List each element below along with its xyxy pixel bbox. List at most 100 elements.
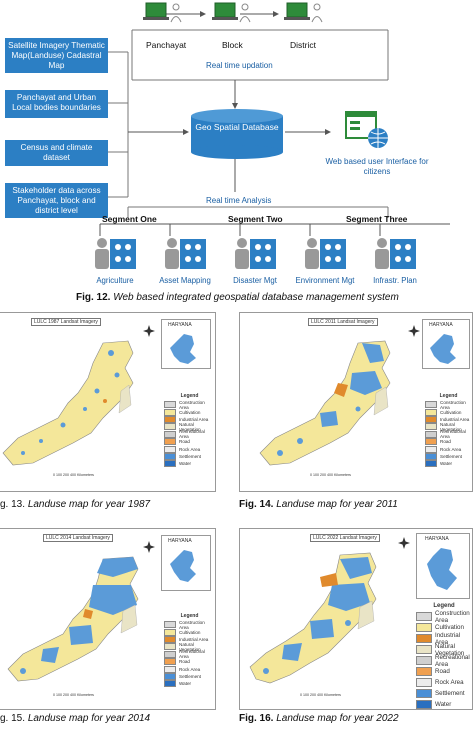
scale-bar: 0 100 200 400 Kilometers [310,473,351,477]
haryana-inset-icon [430,334,456,364]
legend-item: Rock Area [164,445,215,453]
fig15-caption: g. 15. Landuse map for year 2014 [0,713,150,724]
legend-item: Industrial Area [425,415,472,423]
activity-label-infrastr-plan: Infrastr. Plan [373,276,417,285]
activity-label-agriculture: Agriculture [96,276,134,285]
legend-item: Natural Vegetation [416,643,472,657]
map-panel-2022: LULC 2022 Landsat Imagery HARYANA Legend… [239,528,473,710]
infrastructure-plan-icon [375,238,416,269]
inset-map: HARYANA [161,319,211,369]
source-box-census: Census and climate dataset [5,140,108,166]
legend-item: Recreational Area [425,429,472,439]
scale-bar: 0 100 200 400 Kilometers [300,693,341,697]
realtime-updation-label: Real time updation [206,61,273,70]
source-box-boundaries: Panchayat and Urban Local bodies boundar… [5,90,108,118]
legend-item: Settlement [164,672,215,680]
legend: Legend Construction Area Cultivation Ind… [164,613,215,688]
legend-item: Industrial Area [416,632,472,646]
fig13-caption-label: g. 13. [0,499,26,510]
legend-item: Settlement [164,452,215,460]
legend-item: Road [164,438,215,446]
map-title: LULC 2014 Landsat Imagery [43,534,113,542]
asset-mapping-icon [165,238,206,269]
inset-title: HARYANA [429,322,453,328]
map-title: LULC 2022 Landsat Imagery [310,534,380,542]
legend: Legend Construction Area Cultivation Ind… [425,393,472,468]
laptop-icon [212,2,251,23]
legend-item: Cultivation [164,408,215,416]
fig12-caption-label: Fig. 12. [76,292,111,303]
segment-one-label: Segment One [102,214,157,224]
legend-item: Settlement [425,452,472,460]
legend-item: Water [416,699,472,709]
north-arrow-icon [408,325,420,337]
legend-item: Water [164,460,215,468]
legend-item: Cultivation [425,408,472,416]
haryana-inset-icon [170,334,196,364]
legend-item: Industrial Area [164,415,215,423]
source-box-imagery: Satellite Imagery Thematic Map(Landuse) … [5,38,108,73]
segment-two-label: Segment Two [228,214,283,224]
inset-map: HARYANA [422,319,470,369]
database-icon [191,109,283,159]
legend-item: Water [164,680,215,688]
landuse-map-1987 [2,340,134,466]
fig16-caption: Fig. 16. Landuse map for year 2022 [239,713,399,724]
inset-map: HARYANA [161,535,211,591]
legend-item: Natural Vegetation [164,422,215,432]
level-label-block: Block [222,40,243,50]
north-arrow-icon [143,325,155,337]
legend-item: Settlement [416,688,472,699]
haryana-inset-icon [427,548,457,590]
landuse-map-2011 [259,340,391,466]
legend-item: Rock Area [164,665,215,673]
legend: Legend Construction Area Cultivation Ind… [164,393,215,468]
map-title: LULC 1987 Landsat Imagery [31,318,101,326]
legend-item: Rock Area [425,445,472,453]
activity-label-disaster-mgt: Disaster Mgt [233,276,277,285]
fig12-connectors [99,11,450,236]
agriculture-icon [95,238,136,269]
north-arrow-icon [398,537,410,549]
legend-item: Recreational Area [164,649,215,659]
activity-label-environment-mgt: Environment Mgt [295,276,355,285]
fig13-caption: g. 13. Landuse map for year 1987 [0,499,150,510]
segment-three-label: Segment Three [346,214,408,224]
source-box-stakeholder: Stakeholder data across Panchayat, block… [5,183,108,218]
fig16-caption-label: Fig. 16. [239,713,274,724]
inset-title: HARYANA [168,538,192,544]
legend-title: Legend [439,393,458,399]
legend-item: Recreational Area [416,654,472,668]
legend-item: Cultivation [416,622,472,633]
scale-bar: 0 100 200 400 Kilometers [53,693,94,697]
inset-title: HARYANA [425,536,449,542]
web-ui-label: Web based user Interface for citizens [325,157,429,176]
laptop-icon [284,2,323,23]
inset-map: HARYANA [416,533,470,599]
legend-item: Construction Area [416,610,472,624]
fig13-caption-text: Landuse map for year 1987 [27,499,151,510]
map-panel-2014: LULC 2014 Landsat Imagery HARYANA Legend… [0,528,216,710]
database-label: Geo Spatial Database [195,122,279,132]
fig16-caption-text: Landuse map for year 2022 [276,713,399,724]
legend-item: Construction Area [164,620,215,630]
legend-title: Legend [180,393,199,399]
fig12-caption-text: Web based integrated geospatial database… [113,292,399,303]
disaster-mgt-icon [235,238,276,269]
landuse-map-2014 [7,556,139,682]
map-title: LULC 2011 Landsat Imagery [308,318,378,326]
realtime-analysis-label: Real time Analysis [206,196,272,205]
legend-item: Road [416,666,472,677]
legend-title: Legend [180,613,199,619]
legend-title: Legend [433,603,455,609]
legend-item: Road [164,658,215,666]
legend-item: Cultivation [164,628,215,636]
scale-bar: 0 100 200 400 Kilometers [53,473,94,477]
activity-label-asset-mapping: Asset Mapping [159,276,211,285]
map-panel-1987: LULC 1987 Landsat Imagery HARYANA Legend… [0,312,216,492]
fig15-caption-text: Landuse map for year 2014 [27,713,151,724]
level-label-panchayat: Panchayat [146,40,187,50]
haryana-inset-icon [170,550,196,582]
fig14-caption: Fig. 14. Landuse map for year 2011 [239,499,398,510]
legend-item: Natural Vegetation [425,422,472,432]
